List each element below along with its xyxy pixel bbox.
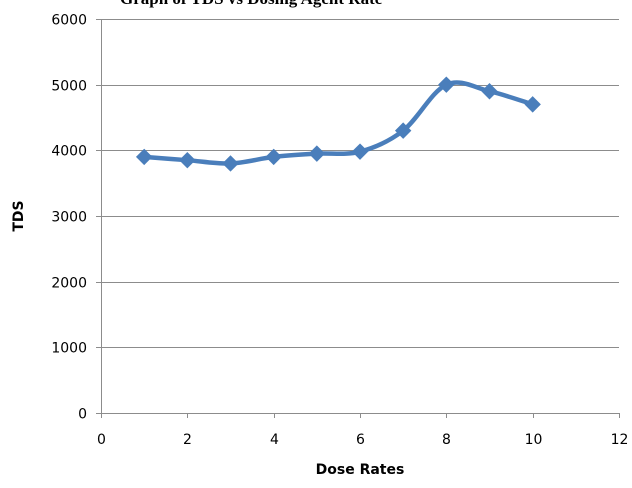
axes <box>96 19 620 418</box>
x-tick-label: 4 <box>270 432 279 448</box>
series-tds <box>135 76 541 172</box>
data-point-marker <box>265 148 282 166</box>
data-point-marker <box>351 143 369 160</box>
x-tick-label: 8 <box>442 432 451 448</box>
data-point-marker <box>222 155 239 172</box>
x-tick-label: 12 <box>611 432 629 448</box>
data-point-marker <box>308 145 326 162</box>
y-tick-label: 2000 <box>51 276 87 292</box>
data-point-marker <box>135 148 153 166</box>
data-point-marker <box>438 76 455 93</box>
data-point-marker <box>394 122 412 139</box>
y-tick-label: 6000 <box>51 13 87 29</box>
y-axis-title: TDS <box>11 200 27 231</box>
x-tick-label: 6 <box>356 432 365 448</box>
y-tick-label: 3000 <box>51 210 87 226</box>
data-point-marker <box>179 151 196 169</box>
y-tick-label: 1000 <box>51 341 87 357</box>
gridlines <box>101 19 619 348</box>
x-tick-label: 0 <box>97 432 106 448</box>
data-point-marker <box>524 96 541 113</box>
data-point-marker <box>481 83 498 100</box>
chart-title-partial: Graph of TDS vs Dosing Agent Rate <box>120 0 382 9</box>
y-tick-label: 5000 <box>51 79 87 95</box>
x-tick-label: 10 <box>525 432 543 448</box>
y-tick-label: 0 <box>78 407 87 423</box>
tick-labels: 0 1000 2000 3000 4000 5000 6000 0 2 4 6 8 10 12 <box>51 13 628 449</box>
x-tick-label: 2 <box>183 432 192 448</box>
series-line <box>141 80 535 166</box>
y-tick-label: 4000 <box>51 144 87 160</box>
x-axis-title: Dose Rates <box>316 462 405 478</box>
